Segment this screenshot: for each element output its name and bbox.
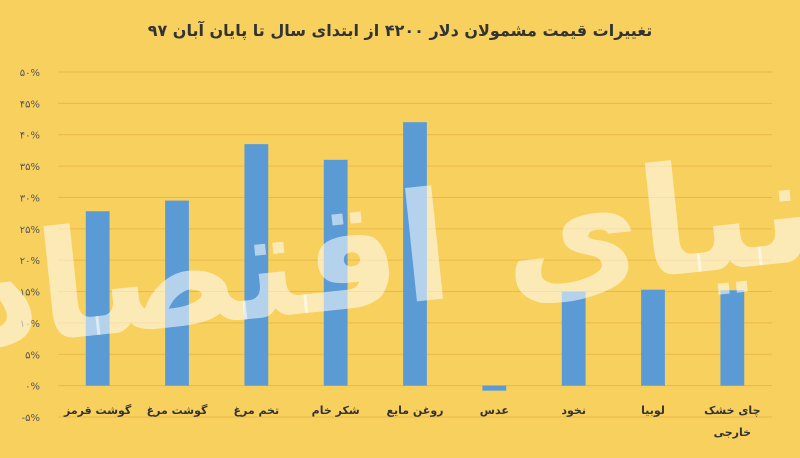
bars: [85, 122, 745, 391]
y-tick-label: ۴۵%: [20, 99, 40, 110]
watermark-logo: دنیای اقتصاد: [0, 114, 800, 385]
y-tick-label: ۴۰%: [20, 131, 40, 142]
y-tick-label: ۰%: [25, 382, 40, 393]
category-labels: گوشت قرمز گوشت مرغ تخم مرغ شکر خام روغن مایع…: [63, 404, 760, 439]
category-label: تخم مرغ: [233, 404, 279, 417]
bar: [561, 291, 586, 386]
y-tick-label: -۵%: [22, 413, 40, 424]
category-label: لوبیا: [641, 404, 665, 417]
y-tick-label: ۲۰%: [20, 256, 40, 267]
bar: [641, 289, 665, 386]
bar: [323, 159, 348, 386]
y-tick-label: ۱۵%: [20, 288, 40, 299]
bar: [85, 211, 110, 386]
category-label: چای خشک خارجی: [704, 404, 760, 439]
y-tick-label: ۱۰%: [20, 319, 40, 330]
category-label: گوشت قرمز: [63, 404, 132, 417]
bar: [720, 290, 745, 386]
y-tick-label: ۲۵%: [20, 225, 40, 236]
y-tick-label: ۵۰%: [20, 68, 40, 79]
chart-title: تغییرات قیمت مشمولان دلار ۴۲۰۰ از ابتدای…: [148, 20, 653, 41]
category-label: نخود: [561, 404, 586, 417]
category-label: گوشت مرغ: [147, 404, 208, 417]
y-tick-label: ۳۰%: [20, 193, 40, 204]
y-tick-label: ۳۵%: [20, 162, 40, 173]
bar: [165, 200, 189, 386]
y-tick-label: ۵%: [25, 350, 40, 361]
category-label: شکر خام: [312, 404, 360, 417]
y-axis-ticks: ۵۰% ۴۵% ۴۰% ۳۵% ۳۰% ۲۵% ۲۰% ۱۵% ۱۰% ۵% ۰% -۵%: [20, 68, 40, 424]
category-label: روغن مایع: [387, 404, 444, 417]
category-label: عدس: [480, 404, 509, 417]
bar: [244, 144, 269, 386]
bar: [403, 122, 427, 386]
bar: [482, 385, 507, 391]
